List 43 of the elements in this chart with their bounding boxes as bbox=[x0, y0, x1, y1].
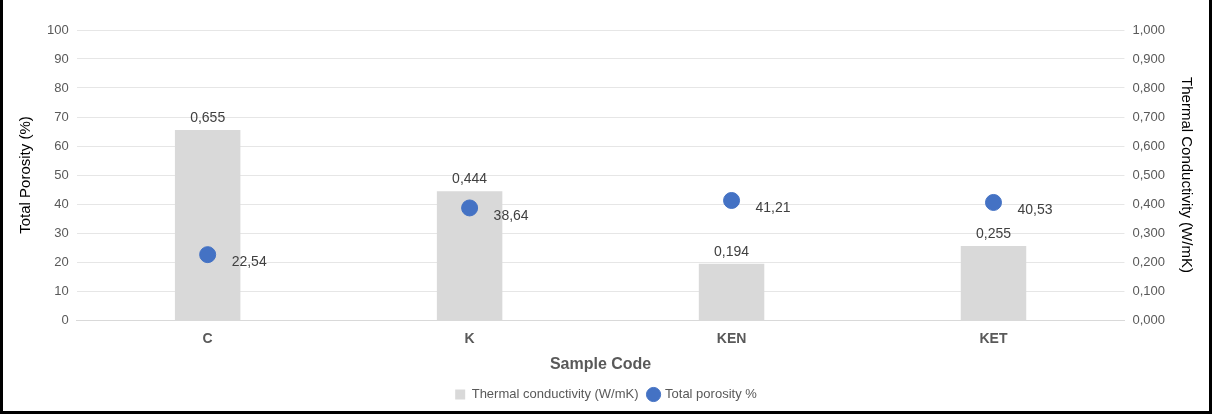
x-axis-title: Sample Code bbox=[549, 354, 652, 372]
legend-label: Thermal conductivity (W/mK) bbox=[471, 386, 639, 402]
y-tick-label: 40 bbox=[54, 195, 69, 211]
y2-tick-label: 0,800 bbox=[1132, 79, 1166, 95]
y-tick-label: 50 bbox=[54, 166, 69, 182]
data-label: 38,64 bbox=[493, 206, 529, 223]
y-tick-label: 100 bbox=[46, 21, 69, 37]
y-tick-label: 90 bbox=[54, 50, 69, 66]
y2-tick-label: 1,000 bbox=[1132, 21, 1166, 37]
y2-tick-label: 0,700 bbox=[1132, 108, 1166, 124]
y-tick-label: 0 bbox=[61, 311, 69, 327]
data-label: 40,53 bbox=[1017, 201, 1053, 218]
point bbox=[461, 199, 479, 217]
data-label: 22,54 bbox=[231, 253, 267, 270]
y-tick-label: 70 bbox=[54, 108, 69, 124]
x-tick-label: KEN bbox=[716, 330, 747, 347]
data-label: 0,194 bbox=[714, 242, 750, 259]
x-tick-label: KET bbox=[979, 330, 1008, 347]
data-label: 0,255 bbox=[975, 224, 1012, 241]
data-label: 0,444 bbox=[452, 170, 488, 187]
y2-axis-title: Thermal Conductivity (W/mK) bbox=[1178, 77, 1196, 273]
point bbox=[723, 191, 741, 209]
x-tick-label: K bbox=[464, 330, 475, 347]
y-axis-title: Total Porosity (%) bbox=[16, 116, 34, 234]
y2-tick-label: 0,200 bbox=[1132, 253, 1166, 269]
y2-tick-label: 0,300 bbox=[1132, 224, 1166, 240]
y2-tick-label: 0,900 bbox=[1132, 50, 1166, 66]
y-tick-label: 30 bbox=[54, 224, 69, 240]
y2-tick-label: 0,600 bbox=[1132, 137, 1166, 153]
legend-label: Total porosity % bbox=[665, 386, 758, 402]
data-label: 41,21 bbox=[755, 199, 791, 216]
y-tick-label: 10 bbox=[54, 282, 69, 298]
y2-tick-label: 0,000 bbox=[1132, 311, 1166, 327]
x-tick-label: C bbox=[202, 330, 213, 347]
y-tick-label: 20 bbox=[54, 253, 69, 269]
y-tick-label: 60 bbox=[54, 137, 69, 153]
y-tick-label: 80 bbox=[54, 79, 69, 95]
y2-tick-label: 0,500 bbox=[1132, 166, 1166, 182]
y2-tick-label: 0,400 bbox=[1132, 195, 1166, 211]
y2-tick-label: 0,100 bbox=[1132, 282, 1166, 298]
point bbox=[199, 246, 217, 264]
point bbox=[985, 193, 1002, 211]
data-label: 0,655 bbox=[190, 108, 226, 125]
